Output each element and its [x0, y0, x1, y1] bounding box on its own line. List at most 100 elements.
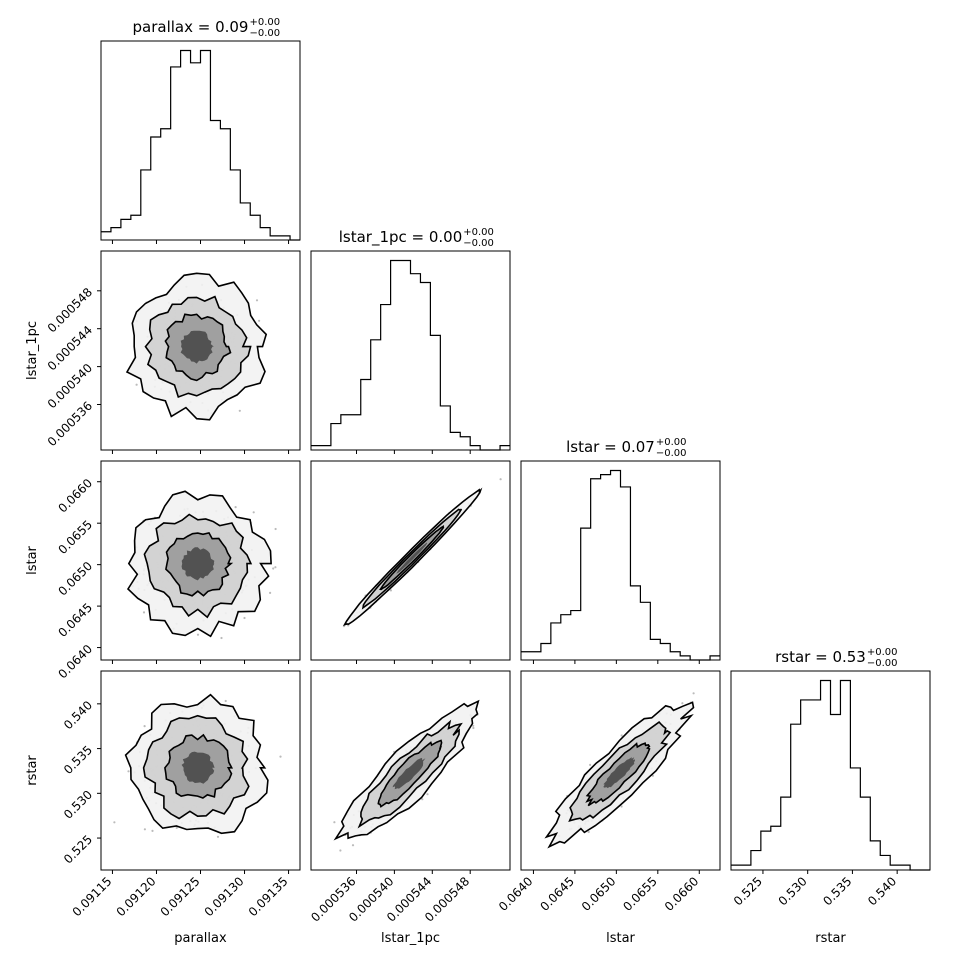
density-contour: [603, 757, 635, 789]
sample-point: [472, 726, 475, 730]
scatter-lstar-vs-rstar: [544, 692, 695, 849]
sample-point: [589, 763, 592, 767]
title-sub: −0.00: [463, 238, 494, 249]
sample-point: [255, 299, 259, 302]
x-axis-label: lstar: [606, 931, 635, 946]
sample-point: [587, 830, 590, 834]
sample-point: [274, 527, 277, 531]
x-tick-label: 0.0660: [662, 874, 702, 914]
histogram-lstar_1pc: [311, 259, 510, 451]
sample-point: [238, 409, 241, 412]
x-tick-label: 0.09130: [202, 874, 247, 919]
scatter-parallax-vs-rstar: [113, 693, 282, 838]
sample-point: [339, 849, 342, 852]
sample-point: [692, 692, 695, 695]
title-sup: +0.00: [463, 227, 494, 238]
sample-point: [196, 633, 200, 636]
sample-point: [421, 798, 424, 801]
y-tick-label: 0.540: [61, 698, 95, 732]
sample-point: [151, 829, 154, 833]
panel-frame: [520, 670, 721, 871]
panel-frame: [310, 250, 511, 451]
sample-point: [651, 774, 655, 777]
scatter-parallax-vs-lstar: [126, 490, 277, 640]
density-contour: [392, 757, 426, 790]
y-tick-label: 0.525: [61, 832, 95, 866]
density-contour: [181, 751, 215, 784]
x-tick-label: 0.0655: [620, 874, 660, 914]
sample-point: [220, 636, 223, 640]
x-axis-label: parallax: [174, 931, 227, 946]
panel-frame: [100, 40, 301, 241]
panel-frame: [310, 670, 511, 871]
y-tick-label: 0.535: [61, 743, 95, 777]
panel-frame: [730, 670, 931, 871]
y-axis-label: lstar: [25, 545, 40, 574]
title-rstar: rstar = 0.53: [775, 648, 866, 666]
title-sub: −0.00: [249, 28, 280, 39]
title-parallax: parallax = 0.09: [133, 18, 249, 36]
title-lstar_1pc: lstar_1pc = 0.00: [339, 228, 463, 247]
sample-point: [333, 821, 336, 824]
histogram-parallax: [101, 49, 300, 241]
y-tick-label: 0.0640: [56, 642, 96, 682]
sample-point: [620, 734, 623, 737]
sample-point: [113, 821, 116, 824]
histogram-rstar: [731, 679, 930, 871]
title-lstar: lstar = 0.07: [566, 438, 655, 456]
density-contour: [180, 330, 214, 364]
sample-point: [258, 319, 261, 322]
x-tick-label: 0.0640: [496, 874, 536, 914]
x-tick-label: 0.530: [776, 874, 810, 908]
sample-point: [426, 793, 429, 796]
panel-frame: [520, 460, 721, 661]
sample-point: [272, 567, 275, 570]
x-tick-label: 0.09135: [246, 874, 291, 919]
sample-point: [389, 589, 392, 592]
scatter-lstar_1pc-vs-rstar: [333, 699, 480, 852]
x-axis-label: rstar: [815, 931, 846, 946]
y-axis-label: rstar: [25, 755, 40, 786]
sample-point: [472, 724, 475, 727]
title-sup: +0.00: [249, 17, 280, 28]
y-axis-label: lstar_1pc: [25, 321, 40, 380]
sample-point: [143, 828, 146, 831]
sample-point: [135, 383, 138, 386]
sample-point: [127, 770, 130, 773]
y-tick-label: 0.0655: [56, 517, 96, 557]
density-contour: [396, 542, 428, 574]
histogram-lstar: [521, 469, 720, 661]
scatter-lstar_1pc-vs-lstar: [342, 478, 502, 628]
sample-point: [351, 844, 355, 847]
panel-frame: [310, 460, 511, 661]
y-tick-label: 0.0650: [56, 559, 96, 599]
y-tick-label: 0.530: [61, 788, 95, 822]
sample-point: [269, 591, 272, 595]
sample-point: [499, 478, 502, 481]
x-tick-label: 0.09120: [114, 874, 159, 919]
title-sup: +0.00: [867, 647, 898, 658]
x-tick-label: 0.535: [820, 874, 854, 908]
sample-point: [620, 805, 623, 808]
sample-point: [274, 566, 277, 569]
x-tick-label: 0.0645: [537, 874, 577, 914]
sample-point: [224, 699, 227, 703]
title-sub: −0.00: [656, 448, 687, 459]
title-sup: +0.00: [656, 437, 687, 448]
x-tick-label: 0.525: [731, 874, 765, 908]
y-tick-label: 0.0645: [56, 600, 96, 640]
x-tick-label: 0.09125: [158, 874, 203, 919]
sample-point: [234, 506, 237, 509]
x-tick-label: 0.0650: [579, 874, 619, 914]
scatter-parallax-vs-lstar_1pc: [125, 272, 268, 421]
x-axis-label: lstar_1pc: [381, 931, 440, 946]
sample-point: [243, 616, 246, 620]
sample-point: [175, 826, 178, 830]
y-tick-label: 0.0660: [56, 476, 96, 516]
sample-point: [681, 702, 684, 705]
sample-point: [143, 725, 146, 728]
title-sub: −0.00: [867, 658, 898, 669]
sample-point: [252, 511, 255, 514]
sample-point: [142, 611, 146, 614]
